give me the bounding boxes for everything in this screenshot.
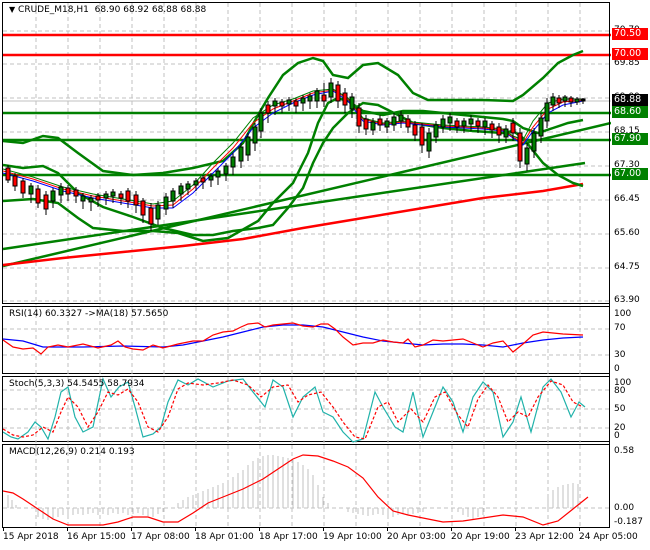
stoch-axis-label: 50 (614, 404, 626, 414)
time-axis-label: 17 Apr 08:00 (131, 532, 190, 542)
price-axis-label: 64.75 (614, 262, 640, 272)
time-tick (387, 527, 388, 531)
time-axis-label: 15 Apr 2018 (3, 532, 59, 542)
time-axis-label: 24 Apr 05:00 (579, 532, 638, 542)
stoch-title: Stoch(5,3,3) 54.5455 58.7934 (9, 379, 145, 389)
rsi-chart-svg (3, 307, 611, 375)
rsi-title: RSI(14) 60.3327 ->MA(18) 57.5650 (9, 309, 169, 319)
time-tick (195, 527, 196, 531)
time-axis-label: 16 Apr 15:00 (67, 532, 126, 542)
symbol-name: CRUDE_M18,H1 (18, 5, 89, 15)
time-axis-label: 18 Apr 01:00 (195, 532, 254, 542)
time-axis-label: 19 Apr 10:00 (323, 532, 382, 542)
rsi-axis-label: 30 (614, 350, 626, 360)
rsi-axis-label: 70 (614, 323, 626, 333)
price-panel[interactable]: ▼ CRUDE_M18,H1 68.90 68.92 68.88 68.88 (2, 2, 611, 305)
ohlc-values: 68.90 68.92 68.88 68.88 (94, 5, 207, 15)
price-axis-label: 66.45 (614, 194, 640, 204)
macd-axis-label: -0.187 (614, 517, 644, 527)
stoch-chart-svg (3, 377, 611, 443)
macd-panel[interactable]: MACD(12,26,9) 0.214 0.193 (2, 444, 611, 529)
macd-title: MACD(12,26,9) 0.214 0.193 (9, 447, 135, 457)
price-tag-support-3: 67.00 (612, 168, 648, 180)
macd-chart-svg (3, 445, 611, 529)
price-tag-resistance-1: 70.50 (612, 28, 648, 40)
rsi-axis-label: 100 (614, 309, 632, 319)
rsi-axis-label: 0 (614, 364, 620, 374)
time-tick (515, 527, 516, 531)
stoch-axis-label: 80 (614, 386, 626, 396)
price-axis-label: 68.15 (614, 126, 640, 136)
time-axis-label: 20 Apr 03:00 (387, 532, 446, 542)
price-axis-label: 65.60 (614, 228, 640, 238)
candlesticks (5, 78, 586, 231)
stoch-axis-label: 0 (614, 431, 620, 441)
time-tick (3, 527, 4, 531)
stoch-axis-label: 20 (614, 423, 626, 433)
time-tick (131, 527, 132, 531)
time-tick (451, 527, 452, 531)
axis-border (609, 2, 610, 528)
price-axis-label: 67.30 (614, 160, 640, 170)
price-axis-label: 69.85 (614, 58, 640, 68)
price-chart-svg (3, 3, 611, 305)
price-tag-resistance-2: 70.00 (612, 48, 648, 60)
price-tag-support-1: 68.60 (612, 106, 648, 118)
time-tick (579, 527, 580, 531)
time-tick (67, 527, 68, 531)
price-tag-support-2: 67.90 (612, 133, 648, 145)
triangle-down-icon[interactable]: ▼ (9, 5, 16, 14)
macd-axis-label: 0.00 (614, 503, 635, 513)
time-axis-label: 20 Apr 19:00 (451, 532, 510, 542)
time-tick (259, 527, 260, 531)
price-tag-current: 68.88 (612, 94, 648, 106)
time-tick (323, 527, 324, 531)
stoch-panel[interactable]: Stoch(5,3,3) 54.5455 58.7934 (2, 376, 611, 443)
time-axis-label: 23 Apr 12:00 (515, 532, 574, 542)
time-axis-label: 18 Apr 17:00 (259, 532, 318, 542)
rsi-panel[interactable]: RSI(14) 60.3327 ->MA(18) 57.5650 (2, 306, 611, 375)
symbol-header: ▼ CRUDE_M18,H1 68.90 68.92 68.88 68.88 (9, 5, 206, 15)
price-axis-label: 63.90 (614, 295, 640, 305)
macd-axis-label: 0.58 (614, 446, 635, 456)
stoch-axis-label: 100 (614, 378, 632, 388)
